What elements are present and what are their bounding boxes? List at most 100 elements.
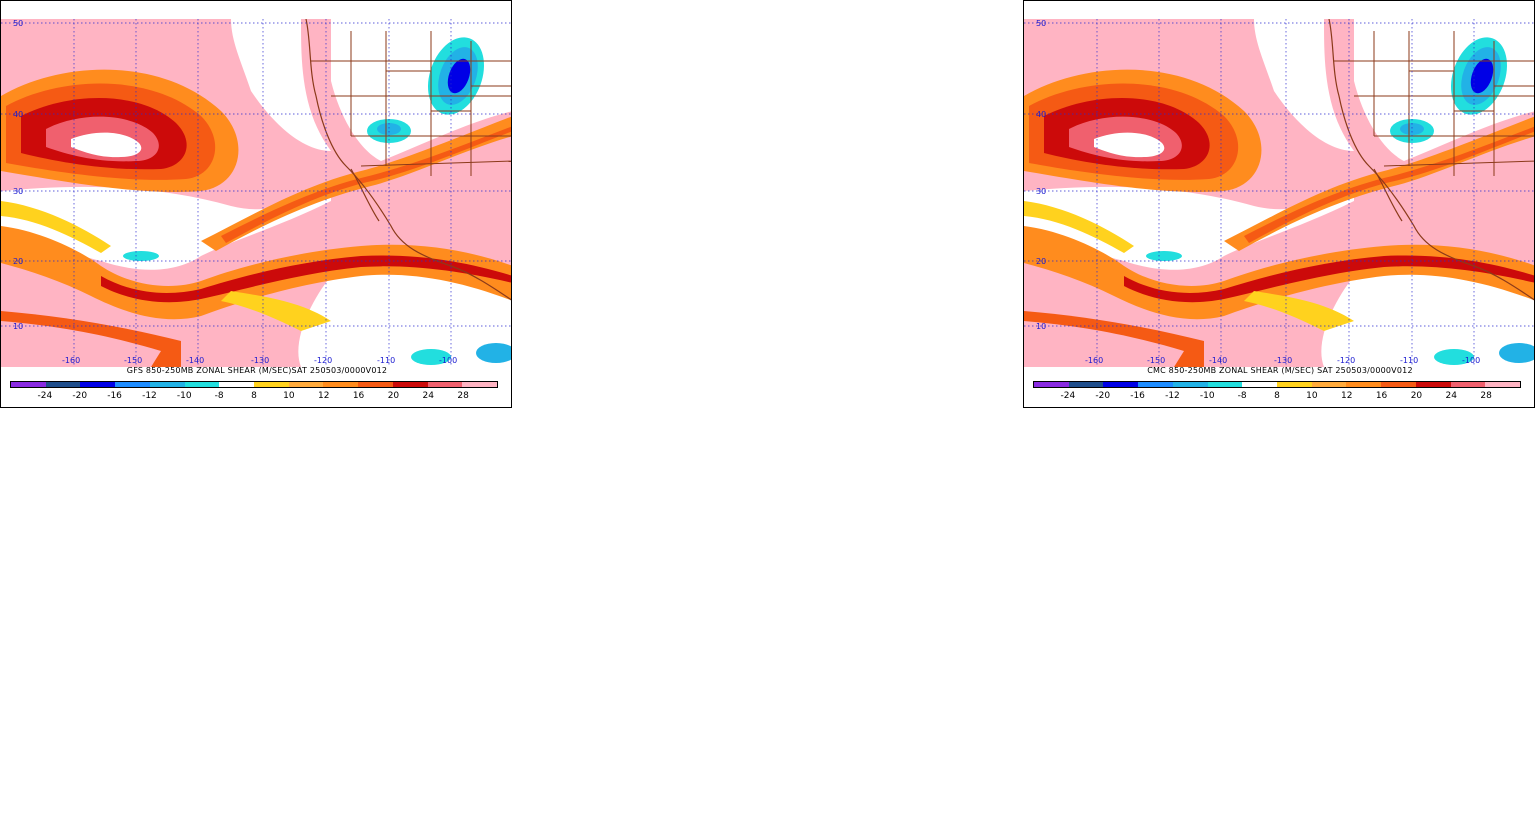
longitude-label: -150 [1147, 356, 1165, 365]
low-shear-zone-west [1024, 186, 1354, 270]
longitude-label: -140 [1209, 356, 1227, 365]
colorbar-swatch [254, 382, 289, 387]
latitude-label: 20 [1036, 257, 1046, 266]
jet-core-contour-4 [71, 132, 142, 158]
colorbar-tick-label: -8 [214, 391, 224, 401]
longitude-label: -160 [62, 356, 80, 365]
colorbar-swatch [323, 382, 359, 387]
colorbar-swatch [149, 382, 185, 387]
latitude-label: 30 [1036, 187, 1046, 196]
colorbar-tick-label: 8 [251, 391, 257, 401]
jet-core-contour-4 [1094, 132, 1165, 158]
colorbar-tick-label: -8 [1237, 391, 1247, 401]
colorbar-swatch [288, 382, 324, 387]
longitude-label: -100 [439, 356, 457, 365]
negative-shear-southwest-core [377, 123, 401, 135]
colorbar-swatch [1311, 382, 1347, 387]
colorbar-tick-label: 24 [1445, 391, 1458, 401]
cmc-colorbar-labels: -24 -20 -16 -12 -10 -8 8 10 12 16 20 24 28 [1033, 391, 1521, 403]
colorbar-swatch [45, 382, 81, 387]
colorbar-tick-label: 16 [352, 391, 365, 401]
latitude-label: 20 [13, 257, 23, 266]
negative-shear-core [1470, 58, 1494, 94]
low-shear-zone-south [298, 271, 511, 367]
latitude-label: 50 [1036, 19, 1046, 28]
colorbar-swatch [1103, 382, 1139, 387]
colorbar-tick-label: -20 [72, 391, 88, 401]
gfs-map-graphic: 50 40 30 20 10 -160 -150 -140 -130 -120 -110 -100 [1, 19, 511, 367]
colorbar-swatch [115, 382, 150, 387]
colorbar-swatch [1346, 382, 1382, 387]
negative-shear-southeast [1499, 343, 1534, 363]
yellow-edge-west [1, 201, 111, 253]
latitude-label: 10 [1036, 322, 1046, 331]
colorbar-swatch [1450, 382, 1486, 387]
gfs-shear-map-panel: 50 40 30 20 10 -160 -150 -140 -130 -120 -110 -100 G… [0, 0, 512, 408]
longitude-label: -110 [1400, 356, 1418, 365]
colorbar-tick-label: 24 [422, 391, 435, 401]
colorbar-tick-label: 12 [317, 391, 330, 401]
colorbar-swatch [1172, 382, 1208, 387]
longitude-label: -120 [314, 356, 332, 365]
latitude-label: 40 [1036, 110, 1046, 119]
latitude-label: 30 [13, 187, 23, 196]
negative-shear-pacific [1146, 251, 1182, 261]
coastline [305, 19, 511, 301]
longitude-label: -130 [251, 356, 269, 365]
colorbar-swatch [1138, 382, 1173, 387]
colorbar-tick-label: 20 [1410, 391, 1423, 401]
southern-shear-core [1124, 255, 1534, 303]
negative-shear-pacific [123, 251, 159, 261]
equatorial-band-inner [1024, 321, 1184, 367]
subtropical-jet-core [221, 126, 511, 243]
gfs-colorbar [10, 381, 498, 388]
colorbar-swatch [427, 382, 463, 387]
colorbar-swatch [1277, 382, 1312, 387]
latitude-label: 10 [13, 322, 23, 331]
yellow-edge-south [221, 291, 331, 331]
colorbar-tick-label: 10 [1306, 391, 1318, 401]
colorbar-swatch [358, 382, 393, 387]
equatorial-band-inner [1, 321, 161, 367]
colorbar-tick-label: 8 [1274, 391, 1280, 401]
cmc-colorbar [1033, 381, 1521, 388]
colorbar-tick-label: 28 [1480, 391, 1492, 401]
coastline [1328, 19, 1534, 301]
negative-shear-south [1434, 349, 1474, 365]
colorbar-tick-label: 10 [283, 391, 295, 401]
yellow-edge-south [1244, 291, 1354, 331]
colorbar-swatch [11, 382, 46, 387]
colorbar-swatch [219, 382, 255, 387]
colorbar-tick-label: -16 [107, 391, 122, 401]
low-shear-zone-south [1321, 271, 1534, 367]
cmc-shear-map-panel: 50 40 30 20 10 -160 -150 -140 -130 -120 -110 -100 C… [1023, 0, 1535, 408]
longitude-label: -110 [377, 356, 395, 365]
colorbar-tick-label: -10 [176, 391, 192, 401]
cmc-map-graphic: 50 40 30 20 10 -160 -150 -140 -130 -120 -110 -100 [1024, 19, 1534, 367]
colorbar-swatch [1068, 382, 1104, 387]
negative-shear-southwest-core [1400, 123, 1424, 135]
colorbar-tick-label: -24 [37, 391, 53, 401]
colorbar-tick-label: -16 [1130, 391, 1145, 401]
colorbar-swatch [80, 382, 116, 387]
longitude-label: -130 [1274, 356, 1292, 365]
map-field [1024, 19, 1534, 367]
yellow-edge-west [1024, 201, 1134, 253]
gfs-map-caption: GFS 850-250MB ZONAL SHEAR (M/SEC)SAT 250… [126, 366, 388, 375]
longitude-label: -100 [1462, 356, 1480, 365]
baja-coastline [350, 168, 380, 222]
longitude-label: -160 [1085, 356, 1103, 365]
colorbar-swatch [1207, 382, 1243, 387]
longitude-label: -140 [186, 356, 204, 365]
colorbar-swatch [392, 382, 428, 387]
colorbar-swatch [462, 382, 498, 387]
latitude-label: 50 [13, 19, 23, 28]
subtropical-jet-core [1244, 126, 1534, 243]
low-shear-zone-north [231, 19, 331, 151]
gfs-colorbar-labels: -24 -20 -16 -12 -10 -8 8 10 12 16 20 24 28 [10, 391, 498, 403]
colorbar-swatch [1242, 382, 1278, 387]
southern-shear-core [101, 255, 511, 303]
colorbar-swatch [1415, 382, 1451, 387]
colorbar-tick-label: 16 [1375, 391, 1388, 401]
colorbar-swatch [1034, 382, 1069, 387]
